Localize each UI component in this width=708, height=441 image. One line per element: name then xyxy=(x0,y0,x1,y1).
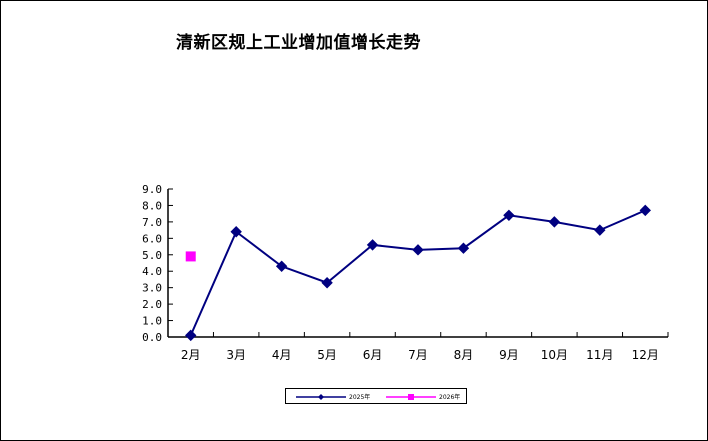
data-point-0 xyxy=(594,224,606,236)
y-tick-label: 3.0 xyxy=(142,282,162,295)
y-tick-label: 0.0 xyxy=(142,331,162,344)
legend-marker-0 xyxy=(318,394,324,400)
x-tick-label: 9月 xyxy=(499,348,519,362)
legend-svg: 2025年 2026年 xyxy=(296,393,460,401)
x-tick-label: 5月 xyxy=(317,348,337,362)
x-tick-label: 6月 xyxy=(363,348,383,362)
x-tick-label: 2月 xyxy=(181,348,201,362)
data-point-0 xyxy=(185,329,197,342)
x-tick-label: 10月 xyxy=(541,348,568,362)
x-axis-ticks: 2月 3月 4月 5月 6月 7月 8月 9月 10月 11月 12月 xyxy=(167,332,669,362)
legend-marker-1 xyxy=(408,394,414,400)
data-point-0 xyxy=(639,204,651,217)
y-tick-label: 2.0 xyxy=(142,298,162,311)
y-tick-label: 4.0 xyxy=(142,265,162,278)
x-tick-label: 7月 xyxy=(408,348,428,362)
data-point-0 xyxy=(230,226,242,238)
data-point-0 xyxy=(366,239,379,251)
chart-title: 清新区规上工业增加值增长走势 xyxy=(176,33,421,53)
y-tick-label: 1.0 xyxy=(142,315,162,328)
y-tick-label: 9.0 xyxy=(142,183,162,196)
data-point-0 xyxy=(548,216,561,228)
chart-axes xyxy=(167,189,668,338)
data-point-0 xyxy=(321,277,333,289)
y-tick-label: 5.0 xyxy=(142,249,162,262)
legend-label-1: 2026年 xyxy=(439,393,460,401)
data-point-0 xyxy=(412,244,424,256)
legend: 2025年 2026年 xyxy=(285,388,467,404)
data-point-1 xyxy=(185,251,196,262)
series-line-0 xyxy=(189,209,646,336)
y-tick-label: 6.0 xyxy=(142,232,162,245)
x-tick-label: 12月 xyxy=(632,348,659,362)
x-tick-label: 3月 xyxy=(226,348,246,362)
x-tick-label: 11月 xyxy=(586,348,613,362)
data-point-0 xyxy=(275,260,288,272)
data-point-0 xyxy=(503,209,515,222)
data-point-0 xyxy=(457,242,470,254)
series-layer xyxy=(185,204,651,342)
x-tick-label: 4月 xyxy=(272,348,292,362)
y-tick-label: 8.0 xyxy=(142,199,162,212)
y-tick-label: 7.0 xyxy=(142,216,162,229)
y-axis-ticks: 0.0 1.0 2.0 3.0 4.0 5.0 6.0 7.0 8.0 9.0 xyxy=(142,183,173,344)
x-tick-label: 8月 xyxy=(454,348,474,362)
legend-label-0: 2025年 xyxy=(349,393,370,401)
